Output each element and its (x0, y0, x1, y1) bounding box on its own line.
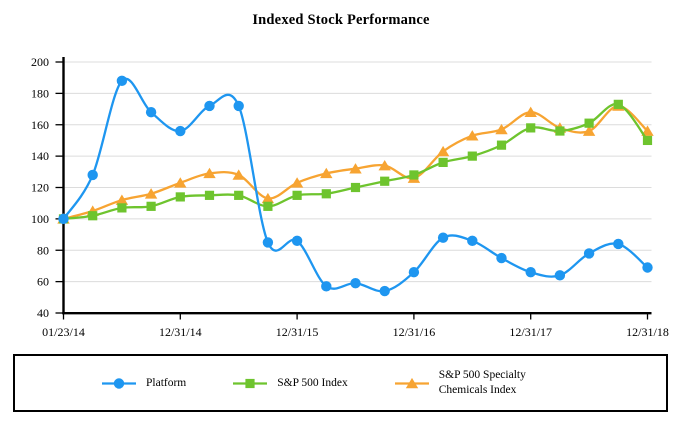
data-point-marker (584, 118, 594, 128)
data-point-marker (495, 123, 508, 135)
y-axis-tick-label: 60 (37, 275, 49, 289)
specialty-chemicals-triangle-swatch-icon (394, 377, 429, 388)
data-point-marker (467, 235, 478, 247)
legend-item-specialty-chemicals: S&P 500 Specialty Chemicals Index (394, 368, 526, 398)
data-point-marker (524, 106, 537, 117)
legend-item-sp500: S&P 500 Index (232, 375, 348, 392)
data-point-marker (582, 125, 596, 136)
data-point-marker (204, 190, 215, 200)
data-point-marker (321, 189, 331, 199)
data-point-marker (320, 167, 333, 179)
sp500-square-swatch-icon (233, 378, 268, 388)
plot-area: 40 60 80 100 120 140 160 180 200 01/23/14 12/31/14… (31, 55, 669, 339)
data-point-marker (233, 100, 244, 112)
data-point-marker (554, 270, 566, 281)
y-axis-tick-label: 40 (37, 306, 49, 320)
x-axis-tick-label: 12/31/18 (626, 325, 669, 339)
data-point-marker (350, 277, 361, 289)
data-point-marker (583, 248, 595, 259)
data-point-marker (116, 75, 128, 87)
data-point-marker (245, 378, 255, 388)
data-point-marker (408, 267, 420, 278)
data-point-marker (466, 130, 479, 141)
data-point-marker (203, 167, 216, 179)
data-point-marker (175, 192, 185, 202)
data-point-marker (204, 100, 215, 112)
data-point-marker (436, 145, 450, 157)
data-point-marker (292, 190, 302, 200)
data-point-marker (321, 281, 332, 292)
series-line-s-p-500-index (62, 103, 649, 221)
data-point-marker (58, 213, 69, 225)
data-point-marker (146, 201, 156, 211)
data-point-marker (88, 211, 98, 221)
data-point-marker (113, 377, 125, 389)
y-axis-tick-label: 100 (31, 212, 49, 226)
data-point-marker (467, 151, 477, 161)
data-point-marker (642, 135, 653, 146)
data-point-marker (144, 188, 158, 199)
data-point-marker (525, 267, 536, 278)
x-axis-tick-label: 01/23/14 (42, 325, 85, 339)
data-point-marker (175, 125, 186, 137)
data-point-marker (145, 107, 157, 118)
y-axis: 40 60 80 100 120 140 160 180 200 (31, 55, 64, 320)
series-s-p-500-index (58, 99, 653, 224)
legend-label-platform: Platform (146, 376, 187, 389)
y-axis-tick-label: 80 (37, 243, 49, 257)
data-point-marker (380, 176, 390, 186)
data-point-marker (378, 159, 391, 171)
data-point-marker (379, 285, 390, 297)
data-point-marker (117, 203, 127, 213)
y-axis-tick-label: 140 (31, 149, 49, 163)
chart-title: Indexed Stock Performance (252, 12, 430, 28)
platform-circle-swatch-icon (102, 377, 136, 389)
series-platform (58, 75, 653, 297)
data-point-marker (613, 99, 623, 109)
x-axis-tick-label: 12/31/16 (393, 325, 436, 339)
y-axis-tick-label: 160 (31, 118, 49, 132)
data-point-marker (232, 169, 245, 180)
data-point-marker (115, 194, 129, 205)
y-axis-tick-label: 180 (31, 86, 49, 100)
data-point-marker (234, 190, 244, 200)
y-axis-tick-label: 200 (31, 55, 49, 69)
data-point-marker (496, 252, 507, 264)
data-point-marker (290, 177, 304, 188)
data-point-marker (409, 170, 419, 180)
legend-label-specialty-chemicals: S&P 500 Specialty Chemicals Index (438, 369, 526, 396)
data-point-marker (405, 377, 418, 388)
y-axis-tick-label: 120 (31, 181, 49, 195)
data-point-marker (526, 123, 536, 133)
data-point-marker (438, 157, 448, 167)
x-axis-tick-label: 12/31/17 (509, 325, 552, 339)
legend-item-platform: Platform (101, 375, 186, 392)
legend-label-sp500: S&P 500 Index (277, 376, 348, 389)
data-point-marker (496, 140, 507, 150)
data-point-marker (263, 201, 273, 211)
data-point-marker (555, 126, 565, 136)
data-point-marker (641, 125, 654, 136)
data-point-marker (437, 232, 449, 243)
legend: Platform S&P 500 Index S&P 500 Specialty… (13, 354, 668, 412)
data-point-marker (87, 169, 98, 181)
data-point-marker (642, 262, 653, 273)
data-point-marker (261, 192, 275, 204)
x-axis-tick-label: 12/31/14 (159, 325, 202, 339)
data-point-marker (350, 182, 361, 193)
data-point-marker (349, 163, 362, 174)
data-point-marker (262, 237, 274, 248)
x-axis-tick-label: 12/31/15 (276, 325, 319, 339)
x-axis: 01/23/14 12/31/14 12/31/15 12/31/16 12/31/17… (42, 313, 669, 339)
data-point-marker (291, 235, 303, 247)
data-point-marker (613, 238, 624, 250)
data-point-marker (174, 177, 187, 188)
